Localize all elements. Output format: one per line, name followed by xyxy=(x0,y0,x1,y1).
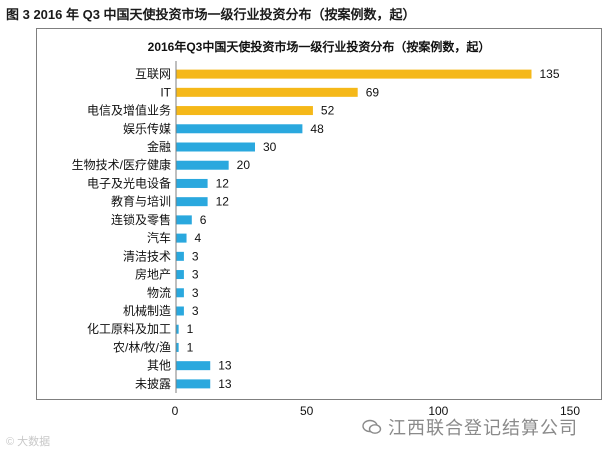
bar-2 xyxy=(176,87,358,97)
value-label-16: 1 xyxy=(187,340,194,354)
category-label-16: 农/林/牧/渔 xyxy=(113,340,171,354)
bar-4 xyxy=(176,124,303,134)
category-label-4: 娱乐传媒 xyxy=(123,121,171,136)
value-label-12: 3 xyxy=(192,268,199,282)
bar-12 xyxy=(176,270,184,280)
watermark-left: © 大数据 xyxy=(6,436,51,448)
category-label-8: 教育与培训 xyxy=(111,194,171,209)
category-label-2: IT xyxy=(160,85,171,99)
category-label-9: 连锁及零售 xyxy=(111,212,171,227)
category-label-5: 金融 xyxy=(147,139,171,154)
category-label-11: 清洁技术 xyxy=(123,249,171,263)
value-label-7: 12 xyxy=(216,176,230,190)
bar-3 xyxy=(176,106,313,116)
chart-title: 2016年Q3中国天使投资市场一级行业投资分布（按案例数，起） xyxy=(148,39,491,54)
x-tick-label-2: 50 xyxy=(299,404,314,418)
bar-10 xyxy=(176,233,187,243)
value-label-8: 12 xyxy=(216,195,230,209)
category-label-14: 机械制造 xyxy=(123,303,171,318)
bar-chart: 2016年Q3中国天使投资市场一级行业投资分布（按案例数，起） 互联网 135 IT 6… xyxy=(72,39,560,393)
category-label-18: 未披露 xyxy=(135,377,171,391)
category-label-17: 其他 xyxy=(147,359,171,373)
value-label-5: 30 xyxy=(263,140,277,154)
bar-8 xyxy=(176,197,208,207)
wechat-icon xyxy=(362,419,382,434)
bar-18 xyxy=(176,379,211,389)
x-tick-label-1: 0 xyxy=(171,404,179,418)
category-label-3: 电信及增值业务 xyxy=(87,103,171,118)
category-label-10: 汽车 xyxy=(147,230,171,245)
figure-caption: 图 3 2016 年 Q3 中国天使投资市场一级行业投资分布（按案例数，起） xyxy=(6,7,416,22)
watermark-right-text: 江西联合登记结算公司 xyxy=(388,418,578,438)
value-label-17: 13 xyxy=(218,359,232,373)
bar-13 xyxy=(176,288,184,298)
category-label-15: 化工原料及加工 xyxy=(87,322,171,336)
bar-9 xyxy=(176,215,192,225)
value-label-18: 13 xyxy=(218,377,232,391)
category-label-1: 互联网 xyxy=(135,67,171,81)
value-label-11: 3 xyxy=(192,249,199,263)
bar-14 xyxy=(176,306,184,316)
value-label-13: 3 xyxy=(192,286,199,300)
value-label-1: 135 xyxy=(540,67,560,81)
chart-frame: 2016年Q3中国天使投资市场一级行业投资分布（按案例数，起） 互联网 135 IT 6… xyxy=(36,28,602,400)
value-label-10: 4 xyxy=(195,231,202,245)
x-tick-label-3: 100 xyxy=(428,404,449,418)
watermark-right: 江西联合登记结算公司 xyxy=(362,414,578,440)
value-label-14: 3 xyxy=(192,304,199,318)
bar-16 xyxy=(176,342,179,352)
value-label-6: 20 xyxy=(237,158,251,172)
category-label-7: 电子及光电设备 xyxy=(87,176,171,190)
value-label-4: 48 xyxy=(310,122,324,136)
value-label-15: 1 xyxy=(187,322,194,336)
bar-17 xyxy=(176,361,211,371)
category-label-6: 生物技术/医疗健康 xyxy=(72,157,171,172)
category-label-13: 物流 xyxy=(147,286,171,300)
bar-11 xyxy=(176,251,184,261)
bar-15 xyxy=(176,324,179,334)
category-label-12: 房地产 xyxy=(135,267,171,282)
bar-5 xyxy=(176,142,255,152)
bar-1 xyxy=(176,69,532,79)
value-label-9: 6 xyxy=(200,213,207,227)
bar-7 xyxy=(176,178,208,188)
x-tick-label-4: 150 xyxy=(559,404,581,418)
value-label-2: 69 xyxy=(366,85,380,99)
value-label-3: 52 xyxy=(321,104,335,118)
bar-6 xyxy=(176,160,229,170)
